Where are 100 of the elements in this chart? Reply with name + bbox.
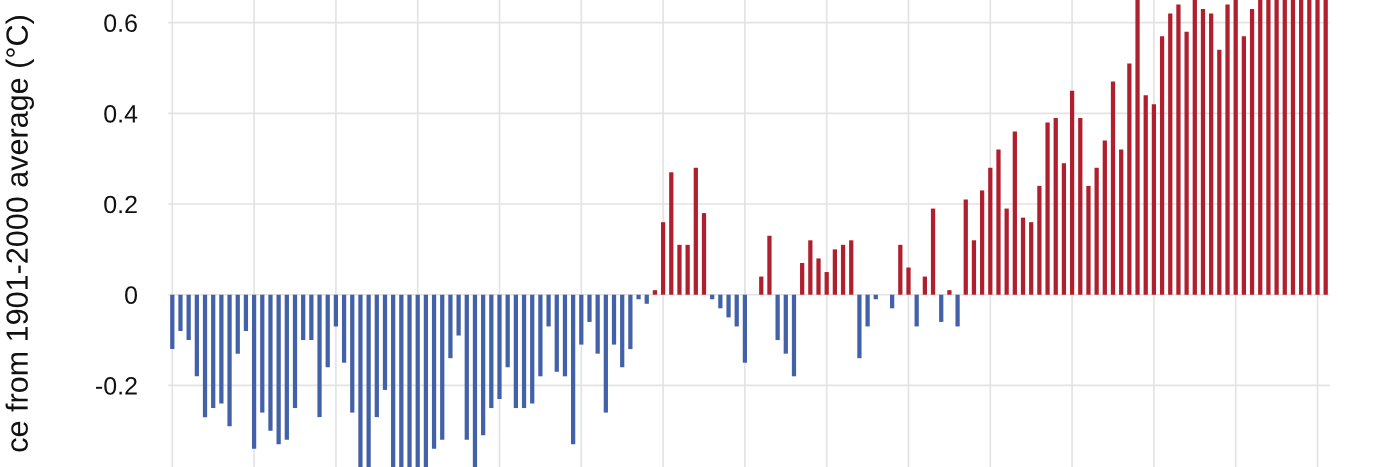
bar [1282, 0, 1287, 295]
bar [333, 294, 339, 327]
bar [1299, 0, 1304, 295]
bar [726, 294, 731, 318]
bar [1078, 117, 1083, 295]
bar [562, 294, 568, 377]
bar [1094, 167, 1099, 295]
bar [521, 294, 527, 409]
bar [1053, 117, 1058, 295]
bar [178, 294, 183, 331]
bar [268, 294, 273, 431]
bar [1045, 122, 1050, 295]
bar [603, 294, 608, 413]
bar [914, 294, 919, 327]
bar [423, 294, 429, 467]
y-tick-label: 0.2 [104, 195, 137, 214]
bar [660, 222, 666, 295]
bar [816, 258, 821, 295]
bar [1274, 0, 1279, 295]
bar [693, 167, 698, 295]
bar [685, 244, 690, 295]
bar [955, 294, 960, 327]
bar [971, 240, 977, 295]
bar [947, 290, 952, 295]
bar [1217, 49, 1222, 295]
bar [718, 294, 723, 309]
bar [1110, 81, 1116, 295]
bar [636, 294, 641, 300]
bar [857, 294, 862, 359]
bar [652, 290, 658, 295]
bar [1159, 36, 1165, 295]
y-tick-label: 0.4 [104, 104, 138, 123]
bar [677, 244, 682, 295]
bar [1323, 0, 1328, 295]
bar [1307, 0, 1312, 295]
bar [628, 294, 633, 350]
bar [407, 294, 412, 467]
bar [170, 294, 175, 350]
bar [824, 272, 829, 295]
bar [939, 294, 944, 322]
y-tick-label: -0.2 [96, 376, 137, 395]
bar [489, 294, 494, 409]
bar [1004, 208, 1009, 295]
bar [325, 294, 330, 368]
bar [284, 294, 289, 440]
bar [505, 294, 510, 368]
bar [440, 294, 445, 440]
bar [456, 294, 461, 336]
bar [775, 294, 780, 341]
bar [1184, 31, 1189, 295]
bar [472, 294, 478, 467]
bar [930, 208, 936, 295]
bar [448, 294, 453, 359]
bar [211, 294, 216, 409]
bar [1029, 222, 1034, 295]
bar [1151, 104, 1157, 295]
bar [1258, 0, 1263, 295]
bar [996, 149, 1001, 295]
bar [431, 294, 437, 449]
bar [587, 294, 592, 322]
bar [309, 294, 314, 341]
bar [1290, 0, 1296, 295]
bar [579, 294, 584, 345]
bar [1069, 90, 1075, 295]
bar [1209, 13, 1214, 295]
bar [1012, 131, 1017, 295]
bar [374, 294, 379, 418]
bar [832, 249, 838, 295]
bar [391, 294, 396, 467]
bar [849, 240, 854, 295]
bar [1037, 185, 1042, 295]
bar [554, 294, 559, 372]
bar [1127, 63, 1132, 295]
bar [701, 213, 707, 295]
bar [530, 294, 535, 404]
bar [497, 294, 502, 399]
bar [742, 294, 748, 363]
bar [276, 294, 281, 445]
bar [251, 294, 257, 449]
bar [235, 294, 240, 354]
bar [260, 294, 265, 413]
bar [611, 294, 617, 345]
bar [415, 294, 420, 467]
bar [366, 294, 371, 467]
bar [513, 294, 518, 409]
bar [898, 244, 903, 295]
bar [464, 294, 469, 440]
y-axis-title: ce from 1901-2000 average (°C) [5, 16, 34, 452]
bar [227, 294, 232, 427]
bar [979, 190, 985, 295]
bar [399, 294, 404, 467]
bar [538, 294, 543, 377]
bar [1192, 0, 1197, 295]
bar [644, 294, 649, 304]
bar [1061, 163, 1067, 295]
bar [1119, 149, 1124, 295]
bar [1102, 140, 1107, 295]
bar [243, 294, 249, 331]
bar [734, 294, 739, 327]
bar [1086, 185, 1091, 295]
